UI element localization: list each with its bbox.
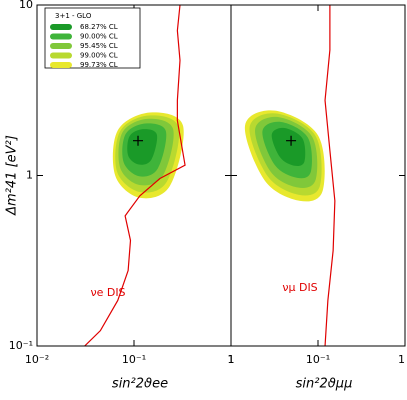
cl-region xyxy=(127,129,158,165)
exclusion-curve xyxy=(324,5,336,346)
cl-region xyxy=(271,127,306,167)
legend-label: 68.27% CL xyxy=(80,23,118,31)
annotation: νe DIS xyxy=(90,286,125,299)
legend-label: 99.00% CL xyxy=(80,52,118,60)
legend-swatch xyxy=(50,33,72,40)
exclusion-curve xyxy=(84,5,186,346)
best-fit xyxy=(133,135,144,146)
legend-swatch xyxy=(50,52,72,59)
plot-area xyxy=(244,5,336,346)
x-tick-label: 10⁻² xyxy=(25,353,49,366)
legend-label: 95.45% CL xyxy=(80,42,118,50)
plot-area xyxy=(84,5,186,346)
x-axis-label: sin²2ϑμμ xyxy=(296,377,353,392)
y-tick-label: 10⁻¹ xyxy=(9,339,33,352)
x-tick-label: 10⁻¹ xyxy=(306,353,330,366)
legend-swatch xyxy=(50,24,72,30)
legend-title: 3+1 - GLO xyxy=(55,12,92,20)
y-tick-label: 10 xyxy=(19,0,33,11)
best-fit xyxy=(286,135,297,146)
x-tick-label: 1 xyxy=(228,353,235,366)
annotation: νμ DIS xyxy=(282,281,317,294)
legend-label: 99.73% CL xyxy=(80,61,118,69)
legend-swatch xyxy=(50,43,72,49)
y-tick-label: 1 xyxy=(26,169,33,182)
x-tick-label: 1 xyxy=(398,353,405,366)
x-tick-label: 10⁻¹ xyxy=(122,353,146,366)
legend-label: 90.00% CL xyxy=(80,33,118,41)
legend-swatch xyxy=(50,62,72,68)
x-tick-label: 1 xyxy=(228,353,235,366)
y-axis-label: Δm²41 [eV²] xyxy=(5,135,20,216)
x-axis-label: sin²2ϑee xyxy=(112,377,168,392)
